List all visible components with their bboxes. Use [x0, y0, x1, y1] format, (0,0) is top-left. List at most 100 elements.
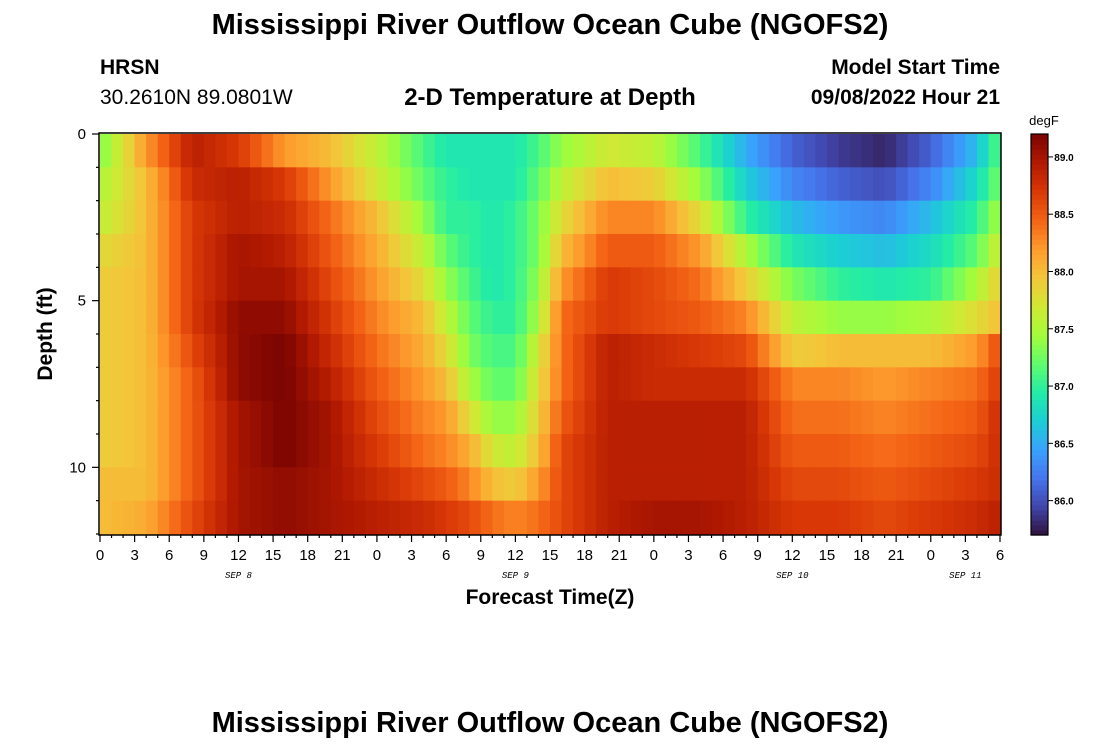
heatmap-cell	[180, 434, 193, 468]
heatmap-cell	[503, 467, 516, 502]
heatmap-cell	[988, 334, 1001, 368]
colorbar-segment	[1031, 294, 1048, 301]
heatmap-cell	[988, 234, 1001, 268]
heatmap-cell	[896, 400, 909, 435]
heatmap-cell	[342, 134, 355, 168]
heatmap-cell	[169, 367, 182, 402]
heatmap-cell	[815, 500, 828, 535]
heatmap-cell	[538, 234, 551, 268]
heatmap-cell	[919, 367, 932, 402]
heatmap-cell	[492, 234, 505, 268]
heatmap-cell	[653, 300, 666, 335]
heatmap-cell	[180, 267, 193, 302]
heatmap-cell	[192, 200, 205, 235]
heatmap-cells	[100, 134, 1001, 535]
heatmap-cell	[434, 334, 447, 368]
heatmap-cell	[111, 134, 124, 168]
heatmap-cell	[169, 167, 182, 202]
heatmap-cell	[976, 300, 990, 335]
heatmap-cell	[734, 467, 747, 502]
heatmap-cell	[746, 367, 759, 402]
heatmap-cell	[365, 434, 378, 468]
heatmap-cell	[146, 434, 159, 468]
colorbar-segment	[1031, 374, 1048, 381]
heatmap-cell	[365, 334, 378, 368]
heatmap-cell	[746, 300, 759, 335]
heatmap-cell	[596, 400, 609, 435]
heatmap-cell	[769, 467, 782, 502]
heatmap-cell	[711, 334, 724, 368]
heatmap-cell	[250, 500, 263, 535]
heatmap-cell	[273, 167, 286, 202]
colorbar-segment	[1031, 504, 1048, 511]
heatmap-cell	[769, 234, 782, 268]
heatmap-cell	[480, 167, 493, 202]
heatmap-cell	[850, 267, 863, 302]
heatmap-cell	[388, 434, 401, 468]
heatmap-cell	[296, 267, 309, 302]
colorbar-segment	[1031, 394, 1048, 401]
heatmap-cell	[561, 134, 574, 168]
heatmap-cell	[169, 300, 182, 335]
heatmap-cell	[111, 200, 124, 235]
heatmap-cell	[780, 334, 793, 368]
heatmap-cell	[953, 300, 966, 335]
colorbar-segment	[1031, 474, 1048, 481]
heatmap-cell	[653, 434, 666, 468]
heatmap-cell	[480, 234, 493, 268]
heatmap-cell	[711, 400, 724, 435]
heatmap-cell	[746, 334, 759, 368]
heatmap-cell	[434, 134, 447, 168]
heatmap-cell	[769, 300, 782, 335]
heatmap-cell	[976, 334, 990, 368]
heatmap-cell	[873, 467, 886, 502]
heatmap-cell	[676, 434, 690, 468]
heatmap-cell	[480, 467, 493, 502]
heatmap-cell	[930, 267, 943, 302]
heatmap-cell	[146, 267, 159, 302]
heatmap-cell	[642, 267, 655, 302]
heatmap-cell	[850, 334, 863, 368]
x-tick-label: 6	[442, 547, 450, 564]
x-tick-label: 6	[996, 547, 1004, 564]
colorbar-segment	[1031, 434, 1048, 441]
heatmap-cell	[803, 267, 816, 302]
heatmap-cell	[780, 434, 793, 468]
heatmap-cell	[803, 500, 816, 535]
heatmap-cell	[226, 334, 240, 368]
y-tick-label: 10	[69, 459, 86, 476]
heatmap-cell	[988, 300, 1001, 335]
heatmap-cell	[826, 267, 840, 302]
heatmap-cell	[215, 500, 228, 535]
heatmap-cell	[319, 200, 332, 235]
heatmap-cell	[226, 400, 240, 435]
heatmap-cell	[111, 400, 124, 435]
heatmap-cell	[388, 267, 401, 302]
colorbar-segment	[1031, 369, 1048, 376]
heatmap-cell	[284, 234, 297, 268]
heatmap-cell	[446, 367, 459, 402]
heatmap-cell	[273, 234, 286, 268]
colorbar-segment	[1031, 199, 1048, 205]
heatmap-cell	[550, 267, 563, 302]
heatmap-cell	[884, 334, 897, 368]
heatmap-cell	[111, 334, 124, 368]
heatmap-cell	[307, 134, 320, 168]
heatmap-cell	[607, 400, 620, 435]
heatmap-cell	[330, 467, 343, 502]
heatmap-cell	[838, 467, 851, 502]
heatmap-cell	[538, 367, 551, 402]
heatmap-cell	[803, 367, 816, 402]
heatmap-cell	[850, 434, 863, 468]
heatmap-cell	[596, 234, 609, 268]
heatmap-cell	[850, 400, 863, 435]
heatmap-cell	[550, 367, 563, 402]
heatmap-cell	[619, 300, 632, 335]
heatmap-cell	[192, 300, 205, 335]
heatmap-cell	[492, 434, 505, 468]
heatmap-cell	[400, 500, 413, 535]
heatmap-cell	[942, 434, 955, 468]
heatmap-cell	[192, 167, 205, 202]
heatmap-cell	[376, 234, 390, 268]
heatmap-cell	[250, 434, 263, 468]
